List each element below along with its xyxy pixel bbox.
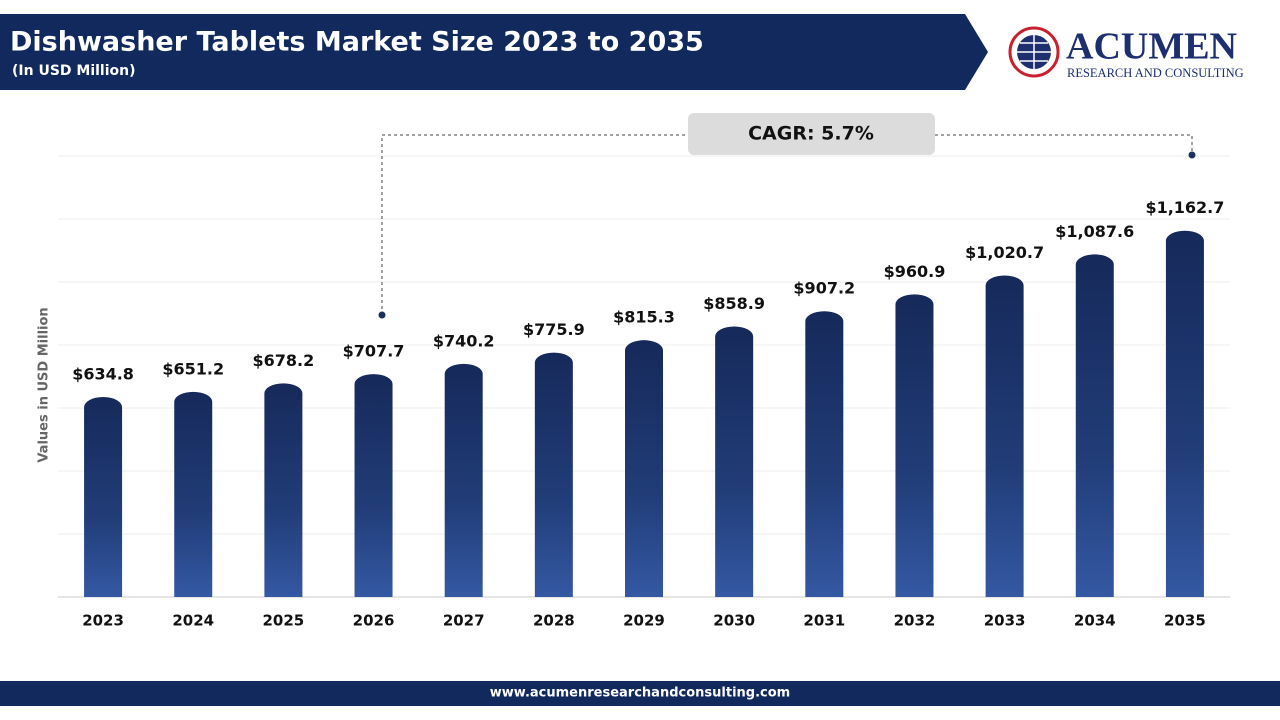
x-tick-label: 2028 <box>533 612 575 630</box>
x-tick-label: 2035 <box>1164 612 1206 630</box>
x-tick-label: 2025 <box>263 612 305 630</box>
logo-name: ACUMEN <box>1066 26 1237 68</box>
header-band <box>0 14 988 90</box>
title: Dishwasher Tablets Market Size 2023 to 2… <box>10 27 704 58</box>
bar <box>715 326 754 597</box>
x-tick-label: 2034 <box>1074 612 1116 630</box>
connector-dot <box>378 311 386 319</box>
x-tick-label: 2023 <box>82 612 124 630</box>
x-tick-label: 2027 <box>443 612 485 630</box>
bar <box>354 374 393 597</box>
cagr-connector <box>381 134 1193 315</box>
x-tick-label: 2032 <box>894 612 936 630</box>
bar <box>985 275 1024 597</box>
value-label: $960.9 <box>884 262 946 281</box>
y-axis-label: Values in USD Million <box>37 307 52 462</box>
x-tick-label: 2026 <box>353 612 395 630</box>
bar <box>1165 230 1204 597</box>
footer-band <box>0 681 1280 706</box>
bar <box>895 294 934 597</box>
value-label: $740.2 <box>433 331 495 350</box>
bar <box>264 383 303 597</box>
value-label: $1,020.7 <box>965 243 1044 262</box>
logo-tagline: RESEARCH AND CONSULTING <box>1067 66 1244 80</box>
cagr-text: CAGR: 5.7% <box>748 123 874 145</box>
bar <box>625 340 663 597</box>
bar <box>534 352 573 597</box>
x-tick-label: 2029 <box>623 612 665 630</box>
value-label: $815.3 <box>613 308 675 327</box>
value-label: $651.2 <box>162 359 224 378</box>
subtitle: (In USD Million) <box>12 63 136 79</box>
x-tick-label: 2030 <box>713 612 755 630</box>
value-label: $858.9 <box>703 294 765 313</box>
value-label: $678.2 <box>253 351 315 370</box>
bar <box>444 363 483 597</box>
bar <box>1075 254 1114 597</box>
x-tick-label: 2033 <box>984 612 1026 630</box>
value-label: $707.7 <box>343 342 405 361</box>
cagr-box <box>688 113 935 155</box>
logo-grid <box>1017 35 1051 69</box>
logo-ring <box>1008 26 1060 78</box>
value-label: $1,162.7 <box>1145 198 1224 217</box>
plot: $634.8 2023 $651.2 2024 $678.2 2025 $707.7 2026… <box>58 155 1230 630</box>
logo: ACUMEN RESEARCH AND CONSULTING <box>1008 26 1244 80</box>
bar <box>805 311 844 597</box>
connector-dot <box>1188 151 1196 159</box>
bar <box>174 391 213 597</box>
x-tick-label: 2024 <box>172 612 214 630</box>
value-label: $907.2 <box>793 279 855 298</box>
value-label: $634.8 <box>72 365 134 384</box>
footer-url: www.acumenresearchandconsulting.com <box>490 686 790 701</box>
x-tick-label: 2031 <box>803 612 845 630</box>
value-label: $1,087.6 <box>1055 222 1134 241</box>
value-label: $775.9 <box>523 320 585 339</box>
bar <box>84 397 123 597</box>
